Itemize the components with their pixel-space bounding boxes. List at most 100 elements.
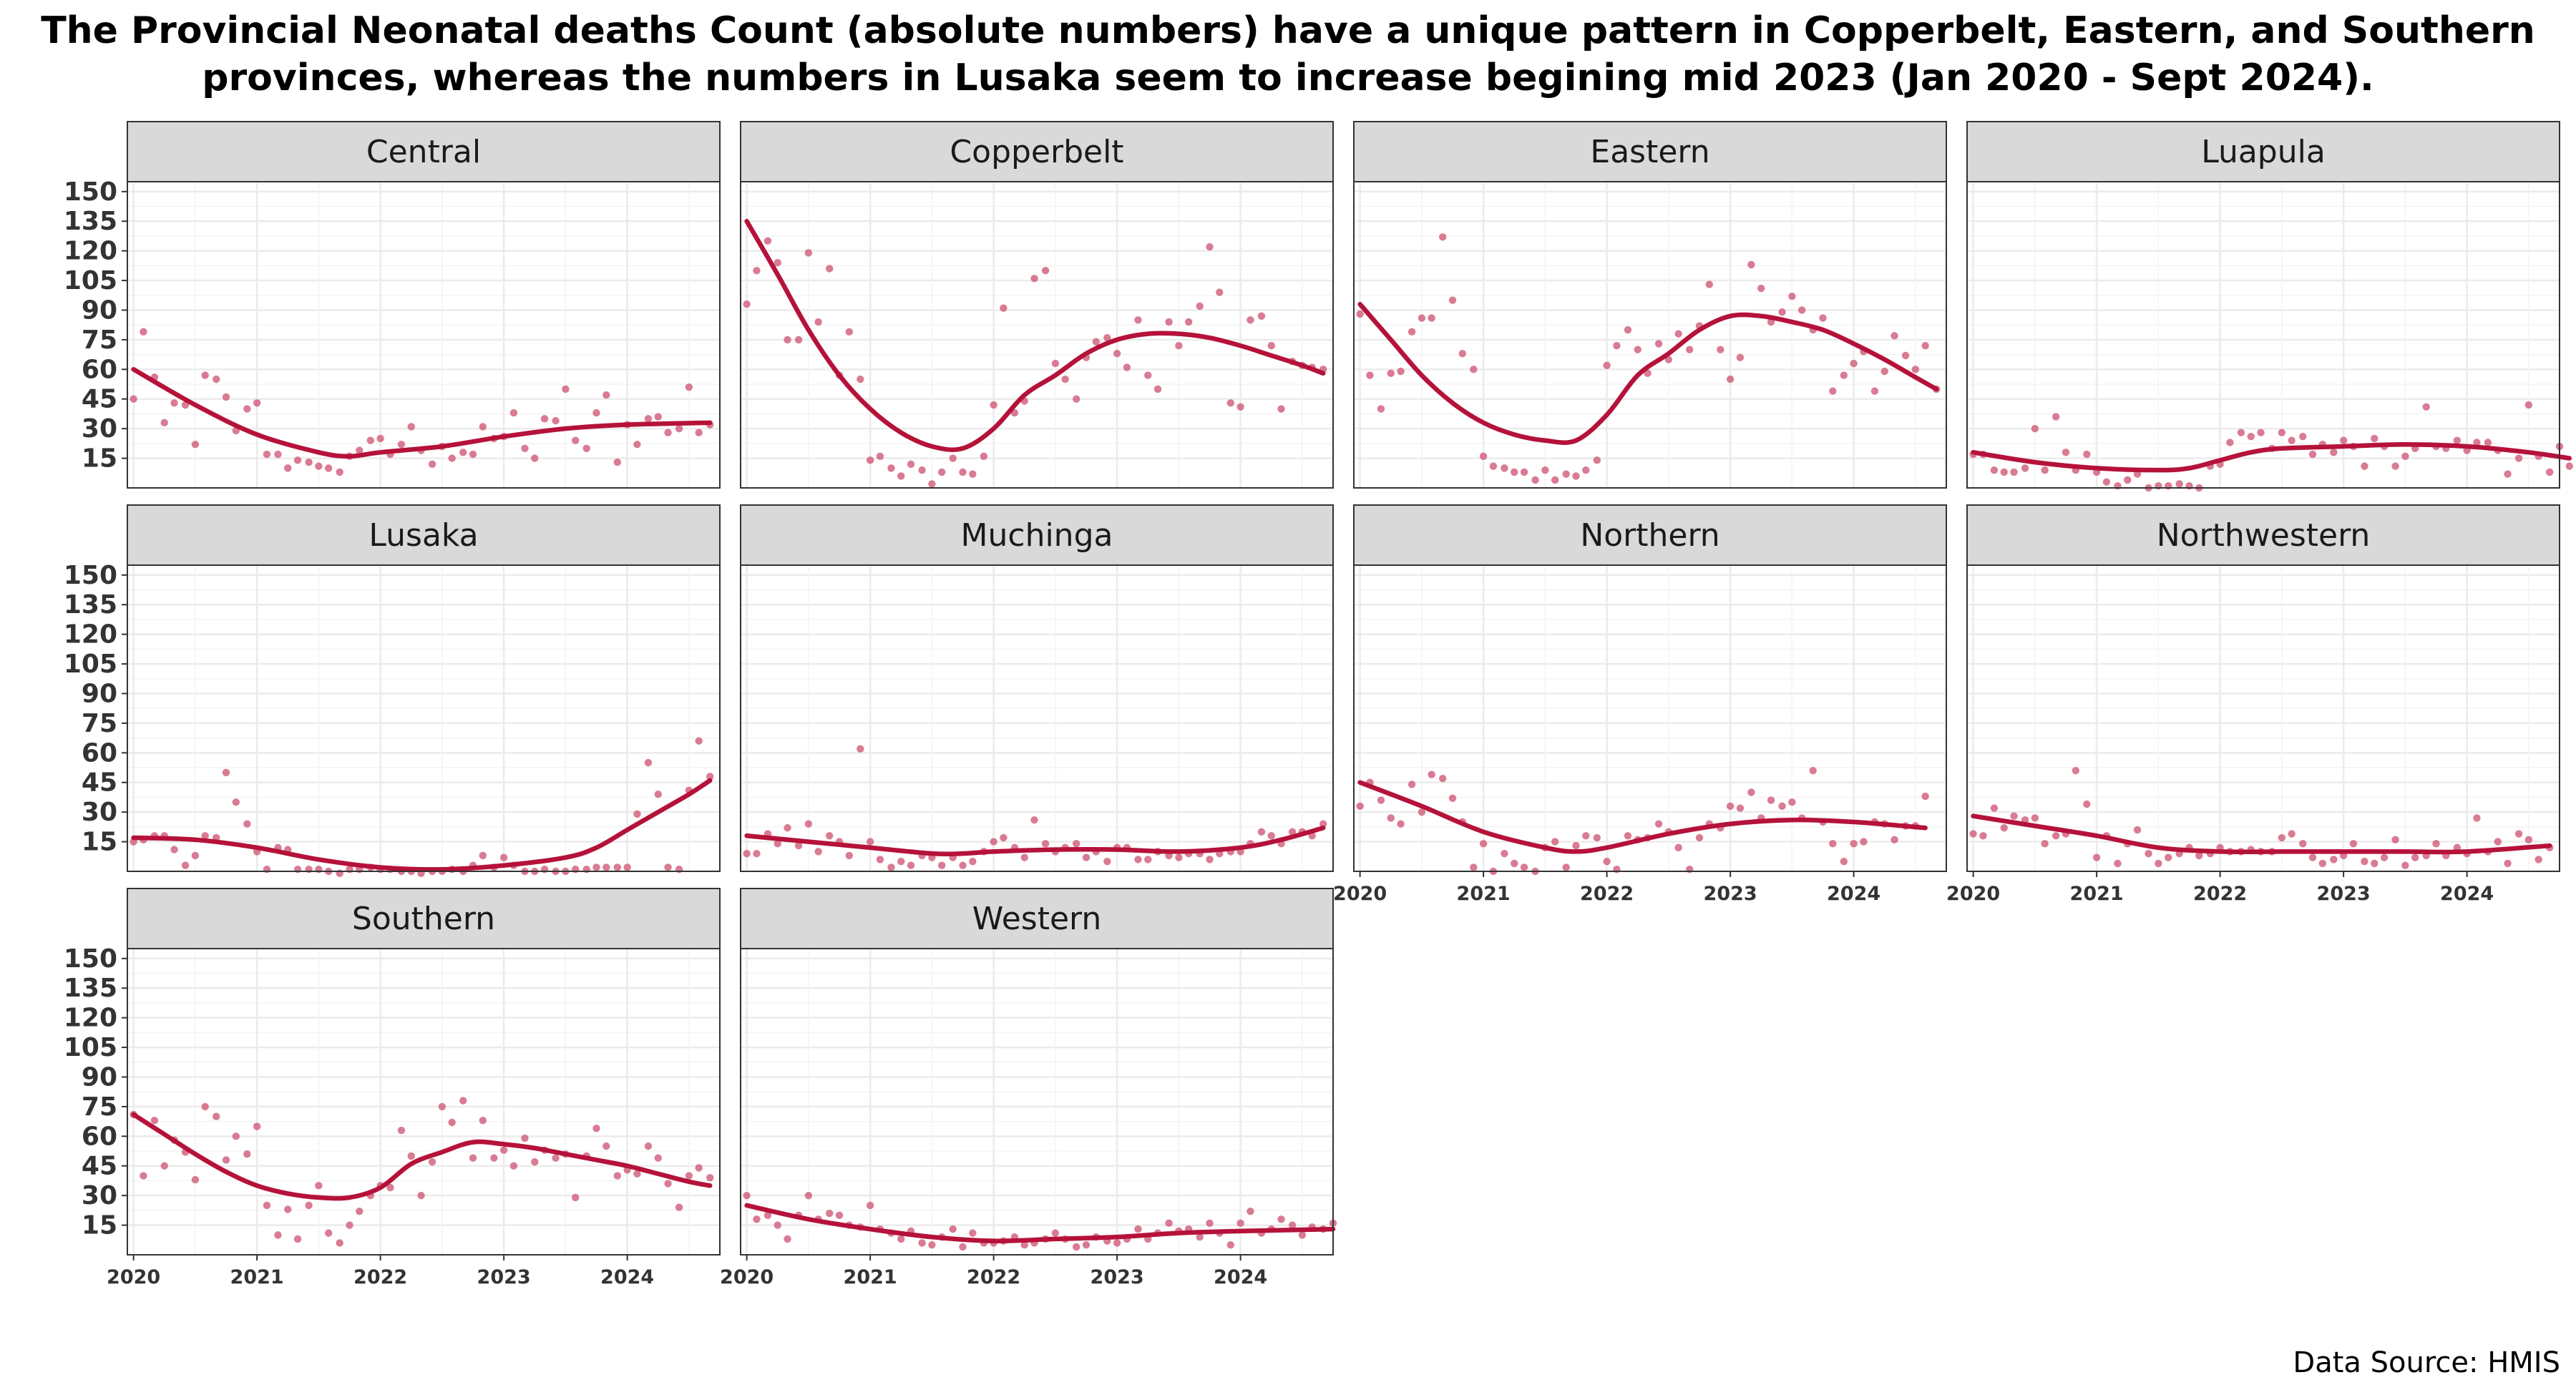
facet-label: Lusaka [369,517,478,554]
data-point [763,237,772,245]
data-point [324,1229,333,1237]
y-tick-label: 75 [82,326,117,355]
data-point [1073,1243,1080,1251]
data-point [743,1191,751,1200]
facet-label: Eastern [1590,134,1709,170]
data-point [1051,1229,1060,1237]
data-point [1624,326,1632,334]
trend-line [1971,813,2552,855]
data-point [1298,1231,1307,1239]
data-point [2401,452,2409,461]
data-point [386,1183,394,1192]
data-point [1778,802,1786,811]
data-point [1356,802,1364,811]
x-tick-label: 2024 [600,1266,654,1288]
data-point [1582,466,1590,474]
data-point [1501,849,1508,858]
data-point [417,1191,425,1200]
chart-title: The Provincial Neonatal deaths Count (ab… [0,7,2576,102]
data-point [1489,462,1498,470]
data-point [814,848,822,856]
data-point [2133,826,2142,834]
data-point [201,371,209,379]
data-point [706,1174,714,1182]
data-point [1541,466,1549,474]
data-point [937,468,946,476]
data-point [1407,780,1416,788]
data-point [509,408,518,417]
data-point [407,423,415,431]
data-point [2000,468,2008,476]
data-point [490,1154,498,1162]
data-point [1969,830,1977,838]
facet-eastern: Eastern [1353,121,1947,489]
data-point [1092,338,1101,346]
data-point [1603,857,1611,866]
data-point [1123,363,1131,371]
data-point [1257,312,1266,320]
data-point [2308,450,2317,459]
data-point [1206,1219,1214,1228]
data-point [969,1229,977,1237]
y-tick-label: 120 [64,1004,117,1033]
data-point [675,424,683,433]
x-tick-label: 2022 [1580,883,1634,905]
data-point [293,456,302,464]
facet-strip [1353,504,1947,566]
x-tick-label: 2020 [720,1266,774,1288]
data-point [222,1156,230,1164]
panel-background [741,565,1333,871]
data-point [1397,367,1405,376]
trend-line [131,1112,713,1201]
x-tick-label: 2020 [1333,883,1387,905]
data-point [1144,856,1152,863]
data-point [438,1102,447,1111]
data-point [1911,366,1920,373]
data-point [2175,480,2183,488]
data-point [2514,830,2523,838]
data-point [1470,366,1478,373]
data-point [1736,353,1745,361]
data-point [448,1118,456,1127]
data-point [2299,433,2307,441]
data-point [1175,853,1183,861]
data-point [644,1142,653,1150]
data-point [592,1125,600,1132]
data-point [969,470,977,478]
x-tick-label: 2022 [967,1266,1020,1288]
x-tick-label: 2020 [107,1266,160,1288]
panel-border [1966,181,2560,489]
data-point [469,450,477,459]
data-point [592,863,600,871]
data-point [2257,429,2265,436]
data-point [1407,328,1416,336]
panel-background [1354,182,1946,488]
panel-background [1967,182,2560,488]
data-point [1418,808,1426,816]
data-point [213,1112,220,1120]
data-point [232,798,240,806]
data-point [1979,832,1987,840]
data-point [633,1170,641,1178]
facet-label: Luapula [2201,134,2326,170]
data-point [613,1172,622,1180]
data-point [826,1209,834,1218]
data-point [2422,403,2430,411]
data-point [2031,814,2039,822]
data-point [2000,824,2008,832]
chart-title-line-2: provinces, whereas the numbers in Lusaka… [202,57,2374,99]
data-point [1736,804,1745,812]
x-tick-label: 2021 [844,1266,897,1288]
data-point [191,851,200,860]
facet-luapula: Luapula [1966,121,2573,492]
data-point [664,429,672,436]
panel-border [740,564,1334,872]
data-point [2031,424,2039,433]
data-point [2565,462,2573,470]
panel-border [740,181,1334,489]
data-point [1726,375,1735,383]
data-point [1439,233,1447,241]
data-point [685,1172,693,1180]
data-point [1153,385,1162,393]
data-point [1458,350,1466,358]
